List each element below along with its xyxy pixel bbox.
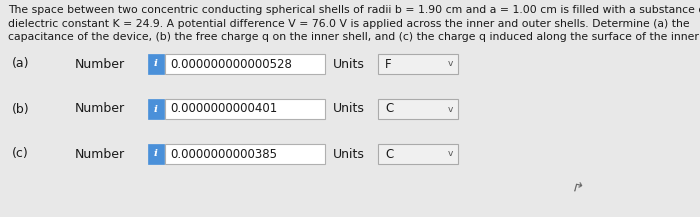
Text: F: F (385, 58, 391, 71)
Text: ↱: ↱ (570, 181, 584, 197)
Text: Units: Units (333, 148, 365, 161)
Text: (c): (c) (12, 148, 29, 161)
Text: C: C (385, 102, 393, 115)
Text: v: v (448, 150, 454, 158)
Text: 0.000000000000528: 0.000000000000528 (170, 58, 292, 71)
Text: Units: Units (333, 58, 365, 71)
FancyBboxPatch shape (148, 99, 164, 119)
Text: 0.0000000000401: 0.0000000000401 (170, 102, 277, 115)
Text: i: i (154, 59, 158, 69)
FancyBboxPatch shape (148, 54, 164, 74)
FancyBboxPatch shape (165, 99, 325, 119)
FancyBboxPatch shape (148, 144, 164, 164)
FancyBboxPatch shape (165, 54, 325, 74)
Text: Number: Number (75, 148, 125, 161)
Text: The space between two concentric conducting spherical shells of radii b = 1.90 c: The space between two concentric conduct… (8, 5, 700, 42)
FancyBboxPatch shape (378, 144, 458, 164)
Text: C: C (385, 148, 393, 161)
FancyBboxPatch shape (378, 99, 458, 119)
FancyBboxPatch shape (378, 54, 458, 74)
Text: v: v (448, 105, 454, 113)
Text: 0.0000000000385: 0.0000000000385 (170, 148, 277, 161)
Text: i: i (154, 105, 158, 113)
Text: Number: Number (75, 102, 125, 115)
Text: i: i (154, 150, 158, 158)
FancyBboxPatch shape (165, 144, 325, 164)
Text: (b): (b) (12, 102, 29, 115)
Text: Units: Units (333, 102, 365, 115)
Text: (a): (a) (12, 58, 29, 71)
Text: v: v (448, 59, 454, 69)
Text: Number: Number (75, 58, 125, 71)
